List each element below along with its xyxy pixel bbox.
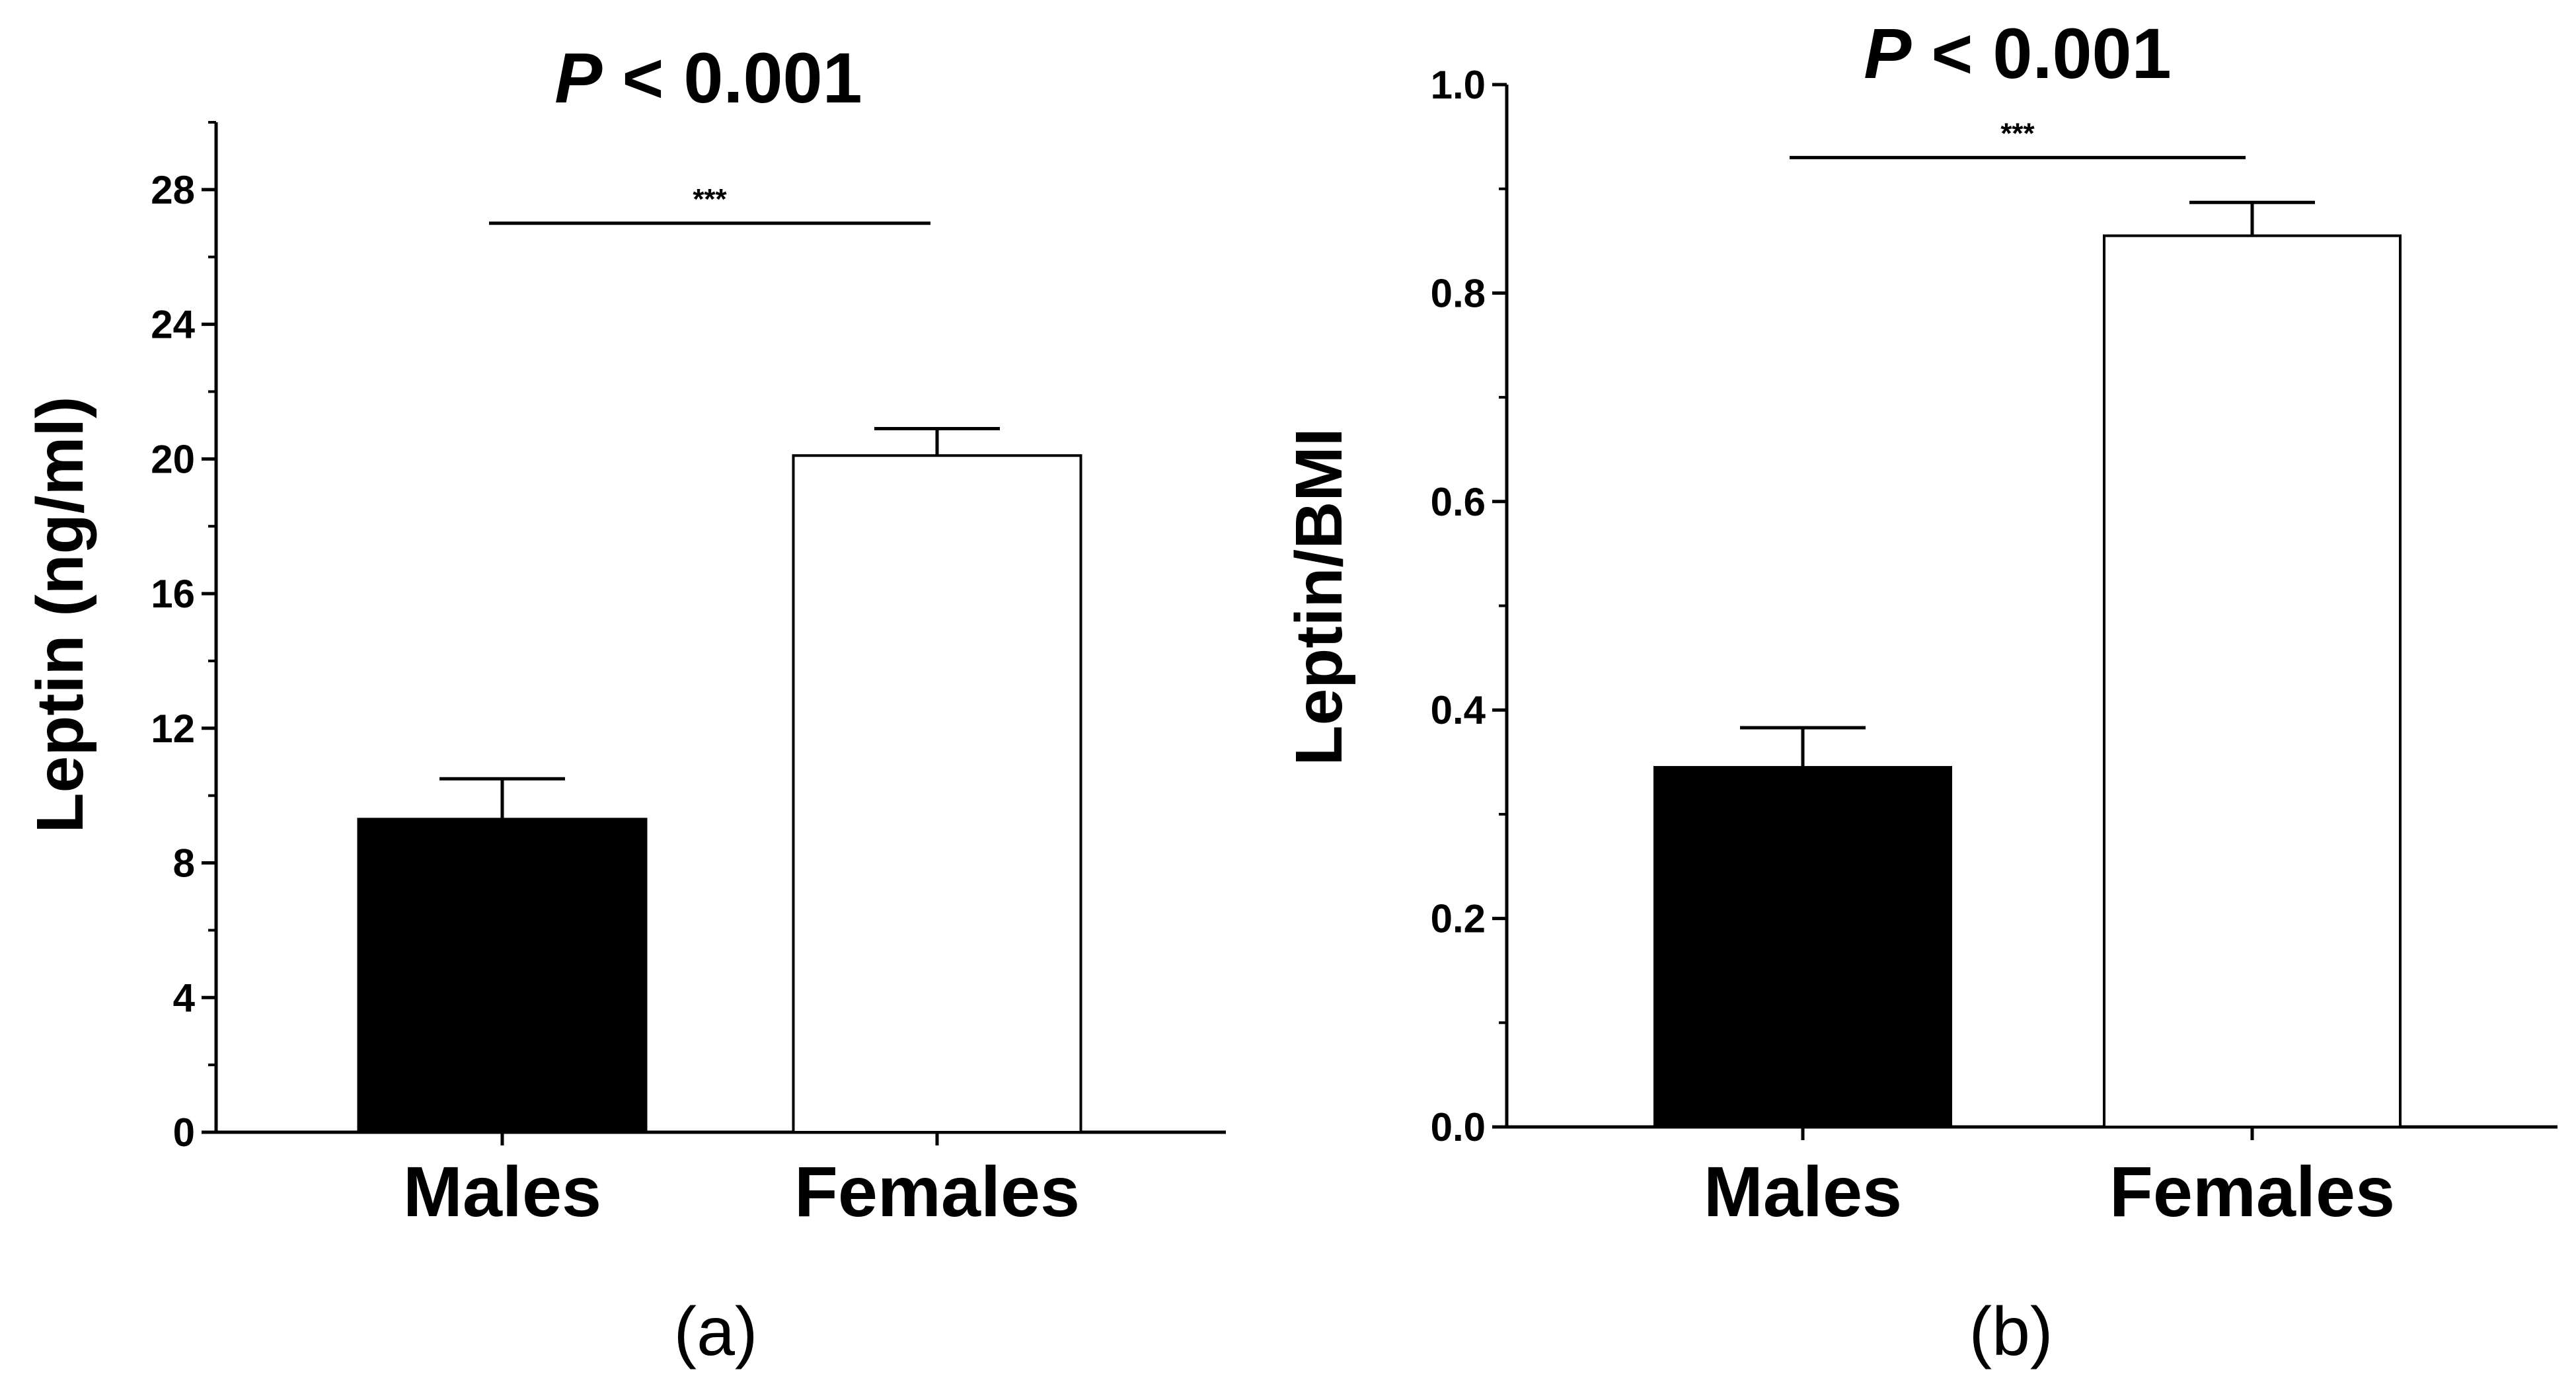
panel-a-y-tick-label: 24 bbox=[151, 303, 195, 347]
panel-b-plot: 0.0 0.2 0.4 0.6 0.8 1.0 Males Females *** bbox=[1431, 63, 2557, 1231]
panel-b-y-tick-label: 0.0 bbox=[1431, 1105, 1486, 1149]
panel-b-category-label-females: Females bbox=[2109, 1151, 2395, 1231]
panel-a-y-tick-label: 8 bbox=[173, 841, 195, 886]
panel-a-y-tick-label: 28 bbox=[151, 168, 195, 212]
panel-b-significance-label: *** bbox=[2000, 117, 2035, 149]
panel-b-y-tick-label: 0.6 bbox=[1431, 480, 1486, 524]
panel-a-label: (a) bbox=[673, 1293, 757, 1370]
chart-panel-b: P < 0.001 Leptin/BMI (b) 0.0 0.2 0.4 0.6 0.8… bbox=[1282, 13, 2557, 1370]
chart-panel-a: P < 0.001 Leptin (ng/ml) (a) 0 4 8 12 16 20 24… bbox=[23, 38, 1226, 1370]
panel-b-bar-females bbox=[2103, 234, 2402, 1128]
panel-b-bar-males bbox=[1653, 765, 1952, 1129]
panel-a-category-label-males: Males bbox=[403, 1151, 601, 1231]
panel-a-bar-males bbox=[357, 818, 648, 1134]
panel-a-title: P < 0.001 bbox=[554, 38, 862, 118]
panel-a-plot: 0 4 8 12 16 20 24 28 Males Females *** bbox=[151, 121, 1226, 1231]
panel-b-y-tick-label: 0.4 bbox=[1431, 688, 1486, 732]
panel-a-category-label-females: Females bbox=[794, 1151, 1080, 1231]
panel-a-y-tick-label: 0 bbox=[173, 1110, 195, 1155]
panel-b-y-tick-label: 0.2 bbox=[1431, 897, 1486, 941]
panel-a-significance-label: *** bbox=[693, 183, 727, 215]
panel-a-y-axis-title: Leptin (ng/ml) bbox=[23, 397, 97, 833]
panel-a-bar-females bbox=[792, 454, 1082, 1134]
panel-a-y-tick-label: 20 bbox=[151, 437, 195, 481]
panel-b-label: (b) bbox=[1969, 1293, 2053, 1370]
panel-b-y-tick-label: 0.8 bbox=[1431, 271, 1486, 315]
panel-b-y-tick-label: 1.0 bbox=[1431, 63, 1486, 107]
panel-b-y-axis-title: Leptin/BMI bbox=[1282, 428, 1356, 765]
panel-a-y-tick-label: 16 bbox=[151, 572, 195, 616]
panel-a-y-tick-label: 12 bbox=[151, 707, 195, 751]
panel-a-y-tick-label: 4 bbox=[173, 976, 196, 1020]
panel-b-title: P < 0.001 bbox=[1864, 13, 2171, 93]
panel-b-category-label-males: Males bbox=[1704, 1151, 1902, 1231]
